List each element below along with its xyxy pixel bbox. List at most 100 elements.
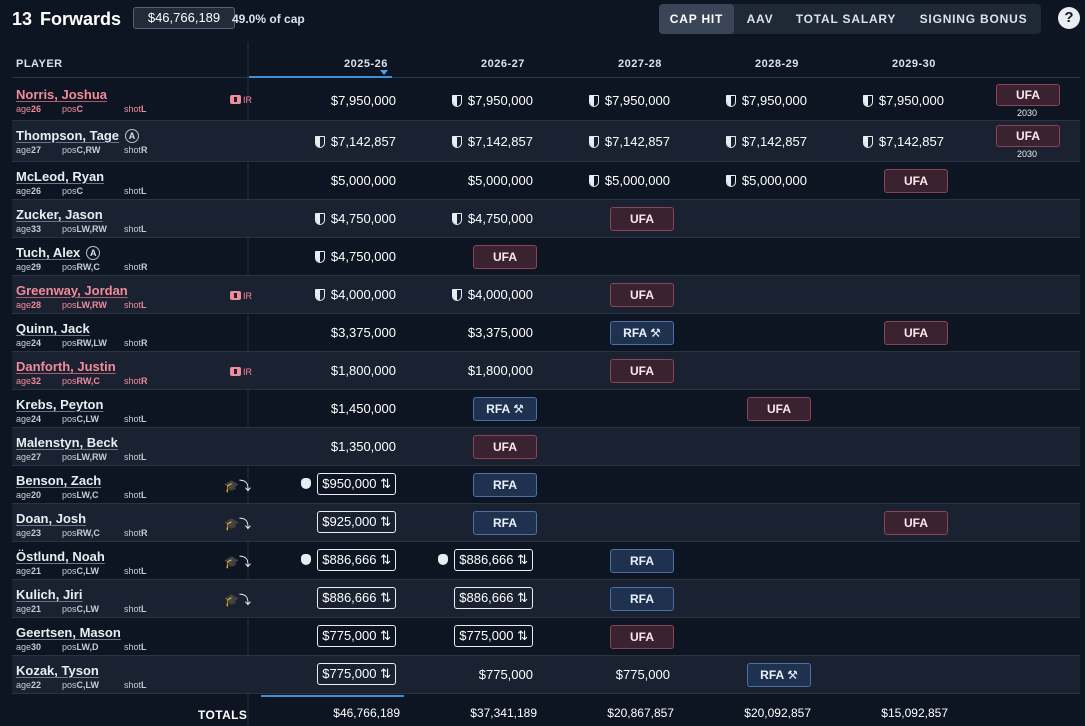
ufa-badge[interactable]: UFA <box>884 321 948 345</box>
player-meta: age27 posC,RW shotR <box>16 145 216 157</box>
cap-hit-cell[interactable]: $775,000 ⇅ <box>454 625 533 647</box>
cap-hit-cell: $4,750,000 <box>314 249 396 264</box>
page-title: Forwards <box>40 9 122 29</box>
table-row: Zucker, Jason age33 posLW,RW shotL $4,750,00… <box>12 200 1080 238</box>
player-name-link[interactable]: Kozak, Tyson <box>16 663 99 678</box>
rfa-badge[interactable]: RFA ⚒ <box>747 663 811 687</box>
column-header-2025-26[interactable]: 2025-26 <box>344 58 388 70</box>
player-name-link[interactable]: Doan, Josh <box>16 511 86 526</box>
ufa-badge[interactable]: UFA <box>996 84 1060 106</box>
editable-cap-hit-box[interactable]: $886,666 ⇅ <box>317 549 396 571</box>
ufa-badge[interactable]: UFA <box>747 397 811 421</box>
forward-count: 13 <box>12 9 33 29</box>
table-row: Danforth, Justin age32 posRW,C shotR IR $1,80… <box>12 352 1080 390</box>
column-header-2027-28[interactable]: 2027-28 <box>618 58 662 70</box>
entry-level-contract-icon: 🎓⤵ <box>224 517 251 531</box>
player-name-link[interactable]: Thompson, Tage A <box>16 128 140 143</box>
rfa-badge[interactable]: RFA <box>610 549 674 573</box>
editable-cap-hit-box[interactable]: $925,000 ⇅ <box>317 511 396 533</box>
shot-value: L <box>141 680 147 690</box>
ufa-badge[interactable]: UFA <box>884 169 948 193</box>
rfa-badge[interactable]: RFA <box>473 511 537 535</box>
editable-cap-hit-box[interactable]: $886,666 ⇅ <box>454 587 533 609</box>
free-agent-status: RFA <box>486 402 510 416</box>
cap-hit-cell[interactable]: $886,666 ⇅ <box>438 549 533 571</box>
ufa-badge[interactable]: UFA <box>473 245 537 269</box>
tab-aav[interactable]: AAV <box>746 12 774 26</box>
player-shot: shotR <box>124 376 148 386</box>
player-name-link[interactable]: Tuch, Alex A <box>16 245 101 260</box>
tab-signing-bonus[interactable]: SIGNING BONUS <box>919 12 1028 26</box>
page-header: 13 Forwards $46,766,189 49.0% of cap CAP… <box>12 4 1080 34</box>
cap-hit-cell: $7,950,000 <box>725 93 807 108</box>
editable-cap-hit-box[interactable]: $775,000 ⇅ <box>454 625 533 647</box>
ufa-year: 2030 <box>1017 108 1038 118</box>
age-value: 23 <box>31 528 42 538</box>
cap-hit-cell: $1,450,000 <box>331 401 396 416</box>
player-name: Norris, Joshua <box>16 87 108 102</box>
player-name-link[interactable]: Zucker, Jason <box>16 207 103 222</box>
column-header-2026-27[interactable]: 2026-27 <box>481 58 525 70</box>
pos-label: pos <box>62 224 77 234</box>
rfa-badge[interactable]: RFA <box>473 473 537 497</box>
cap-hit-value: $7,142,857 <box>330 134 396 149</box>
ufa-badge[interactable]: UFA <box>610 283 674 307</box>
age-value: 28 <box>31 300 42 310</box>
player-name-link[interactable]: Danforth, Justin <box>16 359 116 374</box>
player-name-link[interactable]: Krebs, Peyton <box>16 397 103 412</box>
player-name-link[interactable]: McLeod, Ryan <box>16 169 104 184</box>
cap-hit-value: $4,750,000 <box>330 211 396 226</box>
pos-value: LW,D <box>76 642 99 652</box>
player-pos: posRW,C <box>62 528 100 538</box>
player-meta: age21 posC,LW shotL <box>16 566 216 578</box>
player-name-link[interactable]: Greenway, Jordan <box>16 283 128 298</box>
player-name-link[interactable]: Geertsen, Mason <box>16 625 121 640</box>
editable-cap-hit-box[interactable]: $886,666 ⇅ <box>454 549 533 571</box>
ufa-badge[interactable]: UFA <box>473 435 537 459</box>
player-name-link[interactable]: Östlund, Noah <box>16 549 105 564</box>
editable-cap-hit-box[interactable]: $775,000 ⇅ <box>317 663 396 685</box>
tab-cap-hit[interactable]: CAP HIT <box>659 4 734 34</box>
cap-hit-value: $886,666 <box>322 552 377 567</box>
player-shot: shotL <box>124 452 147 462</box>
player-age: age26 <box>16 186 41 196</box>
player-shot: shotL <box>124 566 147 576</box>
free-agent-status: UFA <box>630 364 654 378</box>
player-name-link[interactable]: Norris, Joshua <box>16 87 107 102</box>
ufa-badge[interactable]: UFA <box>996 125 1060 147</box>
cap-hit-cell[interactable]: $886,666 ⇅ <box>301 549 396 571</box>
player-name-link[interactable]: Malenstyn, Beck <box>16 435 118 450</box>
ufa-badge[interactable]: UFA <box>884 511 948 535</box>
column-header-2029-30[interactable]: 2029-30 <box>892 58 936 70</box>
editable-cap-hit-box[interactable]: $886,666 ⇅ <box>317 587 396 609</box>
cap-hit-cell: $4,750,000 <box>451 211 533 226</box>
cap-hit-cell[interactable]: $950,000 ⇅ <box>301 473 396 495</box>
cap-hit-cell[interactable]: $886,666 ⇅ <box>317 587 396 609</box>
no-trade-clause-icon <box>451 95 462 107</box>
cap-hit-cell[interactable]: $775,000 ⇅ <box>317 663 396 685</box>
editable-cap-hit-box[interactable]: $950,000 ⇅ <box>317 473 396 495</box>
column-header-2028-29[interactable]: 2028-29 <box>755 58 799 70</box>
rfa-badge[interactable]: RFA ⚒ <box>610 321 674 345</box>
player-pos: posLW,RW <box>62 300 107 310</box>
rfa-badge[interactable]: RFA <box>610 587 674 611</box>
tab-total-salary[interactable]: TOTAL SALARY <box>795 12 897 26</box>
player-name-link[interactable]: Benson, Zach <box>16 473 101 488</box>
cap-hit-value: $1,450,000 <box>330 401 396 416</box>
rfa-badge[interactable]: RFA ⚒ <box>473 397 537 421</box>
player-meta: age26 posC shotL <box>16 186 216 198</box>
ufa-badge[interactable]: UFA <box>610 625 674 649</box>
cap-hit-cell[interactable]: $925,000 ⇅ <box>317 511 396 533</box>
cap-hit-cell[interactable]: $886,666 ⇅ <box>454 587 533 609</box>
editable-cap-hit-box[interactable]: $775,000 ⇅ <box>317 625 396 647</box>
player-name-link[interactable]: Quinn, Jack <box>16 321 90 336</box>
entry-level-contract-icon: 🎓⤵ <box>224 555 251 569</box>
ufa-badge[interactable]: UFA <box>610 207 674 231</box>
column-header-player[interactable]: PLAYER <box>16 58 63 70</box>
cap-hit-cell: $4,750,000 <box>314 211 396 226</box>
player-name-link[interactable]: Kulich, Jiri <box>16 587 82 602</box>
help-icon[interactable]: ? <box>1058 7 1080 29</box>
ufa-badge[interactable]: UFA <box>610 359 674 383</box>
cap-hit-cell[interactable]: $775,000 ⇅ <box>317 625 396 647</box>
shot-value: L <box>141 642 147 652</box>
